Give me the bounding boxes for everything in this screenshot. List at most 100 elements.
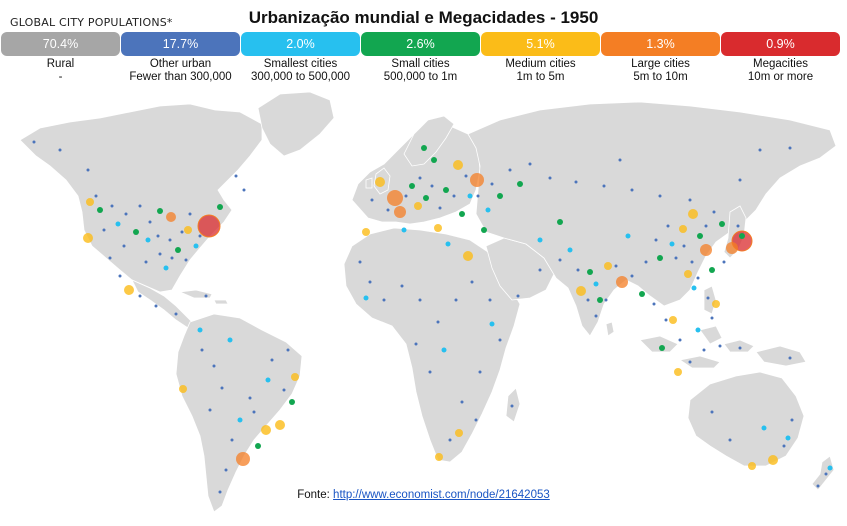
city-smallest-marker [485,207,491,213]
land-north-america [19,103,263,293]
legend-pct-other-urban: 17.7% [121,32,240,56]
legend-range-megacities: 10m or more [747,71,814,83]
city-medium-marker [669,316,677,324]
city-small-marker [431,157,437,163]
legend-name-small-cities: Small cities [391,58,450,70]
city-smallest-marker [467,193,473,199]
land-indonesia [639,325,755,369]
land-asia [467,101,837,337]
city-small-marker [217,204,223,210]
city-small-marker [659,345,665,351]
city-sydney-marker [768,455,778,465]
legend-range-large-cities: 5m to 10m [633,71,688,83]
city-buenos-aires-marker [236,452,250,466]
legend-item-megacities: 0.9% Megacities 10m or more [721,32,840,84]
city-mexico-city-marker [124,285,134,295]
city-medium-marker [455,429,463,437]
city-smallest-marker [193,243,199,249]
city-calcutta-marker [616,276,628,288]
city-sao-paulo-marker [261,425,271,435]
city-medium-marker [179,385,187,393]
source-link[interactable]: http://www.economist.com/node/21642053 [333,489,550,501]
land-masses [0,91,847,518]
city-medium-marker [712,300,720,308]
land-new-zealand [811,455,835,491]
city-smallest-marker [489,321,495,327]
city-medium-marker [684,270,692,278]
land-sri-lanka [605,321,615,337]
city-small-marker [639,291,645,297]
city-medium-marker [748,462,756,470]
legend-name-megacities: Megacities [753,58,808,70]
city-small-marker [657,255,663,261]
city-medium-marker [362,228,370,236]
other-urban-dots [32,140,828,494]
city-cairo-marker [463,251,473,261]
city-osaka-marker [726,242,738,254]
legend-item-large-cities: 1.3% Large cities 5m to 10m [601,32,720,84]
world-map [0,91,847,518]
city-medium-marker [604,262,612,270]
city-small-marker [133,229,139,235]
city-small-marker [597,297,603,303]
city-smallest-marker [537,237,543,243]
city-markers [32,140,833,494]
city-beijing-marker [688,209,698,219]
city-small-marker [157,208,163,214]
legend-item-smallest-cities: 2.0% Smallest cities 300,000 to 500,000 [241,32,360,84]
city-smallest-marker [761,425,767,431]
city-smallest-marker [691,285,697,291]
legend-range-smallest-cities: 300,000 to 500,000 [250,71,351,83]
map-title: Urbanização mundial e Megacidades - 1950 [248,8,599,27]
city-small-marker [443,187,449,193]
legend-item-other-urban: 17.7% Other urban Fewer than 300,000 [121,32,240,84]
city-small-marker [517,181,523,187]
legend-item-rural: 70.4% Rural - [1,32,120,84]
city-smallest-marker [401,227,407,233]
city-small-marker [423,195,429,201]
city-smallest-marker [145,237,151,243]
city-bombay-marker [576,286,586,296]
city-small-marker [481,227,487,233]
legend-pct-small-cities: 2.6% [361,32,480,56]
city-london-marker [387,190,403,206]
city-medium-marker [291,373,299,381]
legend-name-medium-cities: Medium cities [505,58,576,70]
legend-pct-rural: 70.4% [1,32,120,56]
legend-pct-medium-cities: 5.1% [481,32,600,56]
city-small-marker [421,145,427,151]
city-small-marker [97,207,103,213]
city-small-marker [709,267,715,273]
legend-item-medium-cities: 5.1% Medium cities 1m to 5m [481,32,600,84]
city-smallest-marker [265,377,271,383]
city-smallest-marker [567,247,573,253]
city-smallest-marker [237,417,243,423]
city-medium-marker [86,198,94,206]
legend-item-small-cities: 2.6% Small cities 500,000 to 1m [361,32,480,84]
corner-label: GLOBAL CITY POPULATIONS* [10,16,173,29]
legend-pct-smallest-cities: 2.0% [241,32,360,56]
city-smallest-marker [197,327,203,333]
city-medium-marker [375,177,385,187]
city-small-marker [409,183,415,189]
city-medium-marker [453,160,463,170]
legend-range-other-urban: Fewer than 300,000 [129,71,232,83]
land-new-guinea [755,345,807,367]
city-medium-marker [414,202,422,210]
city-los-angeles-marker [83,233,93,243]
city-small-marker [255,443,261,449]
legend-range-small-cities: 500,000 to 1m [383,71,458,83]
city-shanghai-marker [700,244,712,256]
city-medium-marker [674,368,682,376]
city-small-marker [739,233,745,239]
source-credit: Fonte: http://www.economist.com/node/216… [0,489,847,501]
land-scandinavia [403,115,455,167]
city-smallest-marker [695,327,701,333]
city-medium-marker [435,453,443,461]
legend-name-rural: Rural [46,58,75,70]
city-small-marker [557,219,563,225]
city-medium-marker [679,225,687,233]
city-smallest-marker [227,337,233,343]
city-smallest-marker [593,281,599,287]
city-small-marker [497,193,503,199]
